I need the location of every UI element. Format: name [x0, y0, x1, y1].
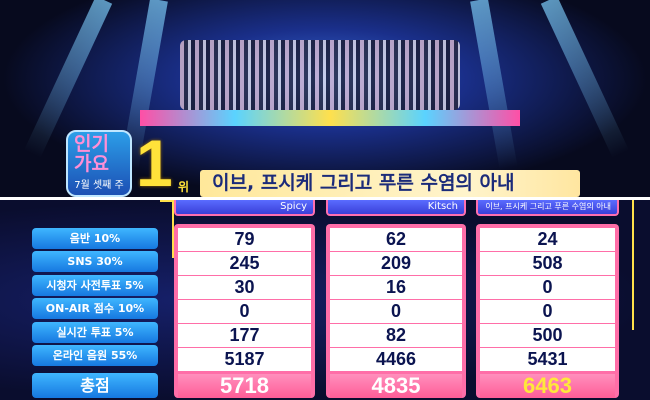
performers [180, 40, 460, 110]
divider [0, 197, 650, 200]
score-cell: 30 [178, 276, 311, 299]
total-label: 총점 [32, 373, 158, 398]
scoreboard: 총점 음반 10% SNS 30% 시청자 사전투표 5% ON-AIR 점수 10%… [0, 200, 650, 400]
score-cell: 24 [480, 228, 615, 251]
category-label: SNS 30% [32, 251, 158, 272]
score-cell: 177 [178, 324, 311, 347]
winning-song-title: 이브, 프시케 그리고 푸른 수염의 아내 [200, 170, 580, 197]
category-label: 온라인 음원 55% [32, 345, 158, 366]
score-cell: 5431 [480, 348, 615, 371]
song-score-column: 79 245 30 0 177 5187 5718 [174, 224, 315, 398]
total-score: 6463 [480, 374, 615, 398]
category-label: 시청자 사전투표 5% [32, 275, 158, 296]
category-label: 실시간 투표 5% [32, 322, 158, 343]
score-cell: 0 [330, 300, 462, 323]
score-cell: 209 [330, 252, 462, 275]
song-title-header: 이브, 프시케 그리고 푸른 수염의 아내 [476, 200, 619, 216]
song-title-header: Kitsch [326, 200, 466, 216]
score-cell: 0 [178, 300, 311, 323]
decor-line [620, 200, 634, 330]
score-cell: 0 [480, 276, 615, 299]
score-cell: 62 [330, 228, 462, 251]
rank-unit: 위 [178, 180, 190, 194]
week-label: 7월 셋째 주 [74, 180, 124, 191]
decor-line [160, 200, 174, 258]
score-cell: 4466 [330, 348, 462, 371]
score-cell: 16 [330, 276, 462, 299]
stage-floor [140, 110, 520, 126]
score-cell: 5187 [178, 348, 311, 371]
song-score-column: 62 209 16 0 82 4466 4835 [326, 224, 466, 398]
stage-light [540, 0, 630, 158]
rank-number: 1 [136, 126, 173, 197]
logo-text: 인기가요 [74, 133, 109, 175]
category-label: ON-AIR 점수 10% [32, 298, 158, 319]
score-cell: 245 [178, 252, 311, 275]
stage-light [470, 0, 518, 169]
song-title-header: Spicy [174, 200, 315, 216]
total-score: 4835 [330, 374, 462, 398]
song-score-column: 24 508 0 0 500 5431 6463 [476, 224, 619, 398]
score-cell: 508 [480, 252, 615, 275]
total-score: 5718 [178, 374, 311, 398]
score-cell: 82 [330, 324, 462, 347]
stage-broadcast-image: 인기가요 7월 셋째 주 1 위 이브, 프시케 그리고 푸른 수염의 아내 [0, 0, 650, 197]
category-label: 음반 10% [32, 228, 158, 249]
show-logo: 인기가요 7월 셋째 주 [66, 130, 132, 197]
score-cell: 79 [178, 228, 311, 251]
score-cell: 500 [480, 324, 615, 347]
score-cell: 0 [480, 300, 615, 323]
